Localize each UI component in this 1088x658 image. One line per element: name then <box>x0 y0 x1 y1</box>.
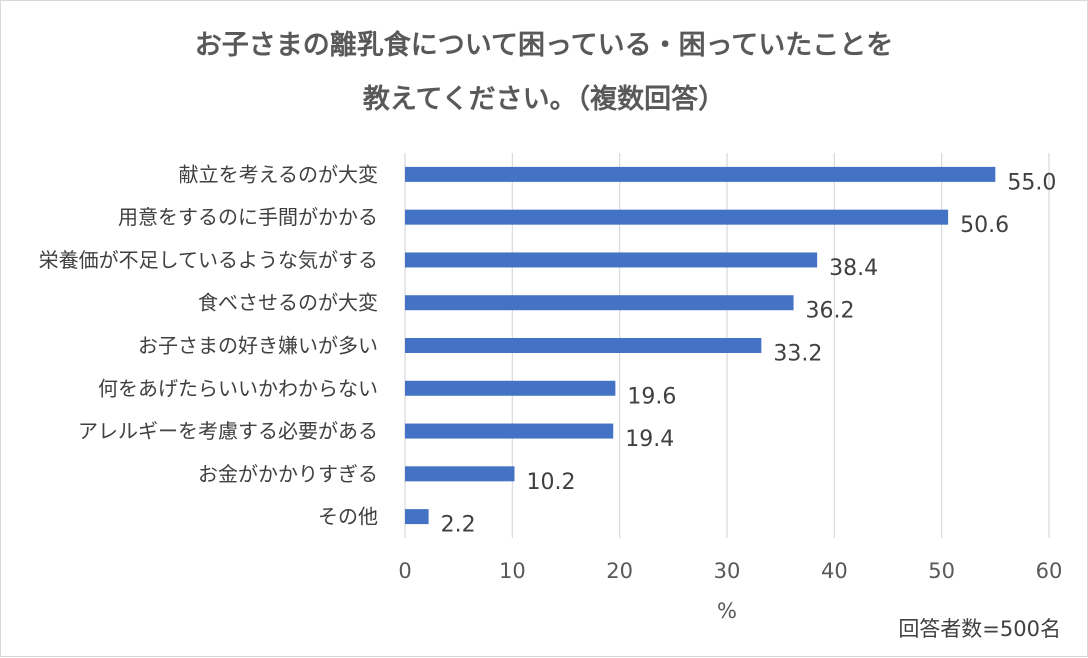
x-tick-label-6: 60 <box>1036 559 1063 583</box>
respondent-count-note: 回答者数=500名 <box>898 617 1061 641</box>
category-label-8: その他 <box>318 505 378 529</box>
x-tick-label-4: 40 <box>821 559 848 583</box>
category-label-2: 栄養価が不足しているような気がする <box>39 248 378 272</box>
x-tick-label-3: 30 <box>714 559 741 583</box>
category-label-6: アレルギーを考慮する必要がある <box>78 419 378 443</box>
bar-4 <box>405 338 762 353</box>
x-tick-label-1: 10 <box>499 559 526 583</box>
category-label-5: 何をあげたらいいかわからない <box>98 376 378 400</box>
data-label-5: 19.6 <box>627 384 676 409</box>
bar-5 <box>405 380 616 396</box>
data-label-0: 55.0 <box>1007 170 1056 195</box>
category-label-3: 食べさせるのが大変 <box>198 291 378 315</box>
bar-7 <box>405 466 515 482</box>
category-label-0: 献立を考えるのが大変 <box>179 162 378 186</box>
data-label-4: 33.2 <box>773 342 822 367</box>
x-tick-label-5: 50 <box>928 559 955 583</box>
data-label-2: 38.4 <box>829 256 878 281</box>
bar-1 <box>405 209 949 225</box>
category-label-4: お子さまの好き嫌いが多い <box>138 334 378 358</box>
category-label-1: 用意をするのに手間がかかる <box>118 205 378 229</box>
bar-3 <box>405 295 794 311</box>
x-tick-label-2: 20 <box>606 559 633 583</box>
x-axis-title: % <box>717 599 737 623</box>
category-label-7: お金がかかりすぎる <box>198 462 378 486</box>
data-label-7: 10.2 <box>526 470 575 495</box>
chart-title-line-1: お子さまの離乳食について困っている・困っていたことを <box>194 30 894 61</box>
data-label-8: 2.2 <box>441 513 476 538</box>
data-label-6: 19.4 <box>625 427 674 452</box>
data-label-1: 50.6 <box>960 213 1009 238</box>
chart-title: お子さまの離乳食について困っている・困っていたことを 教えてください。（複数回答… <box>1 19 1087 127</box>
bar-2 <box>405 252 818 268</box>
x-tick-label-0: 0 <box>398 559 411 583</box>
bar-6 <box>405 423 614 439</box>
bar-8 <box>405 509 429 525</box>
bar-0 <box>405 166 996 182</box>
chart-title-line-2: 教えてください。（複数回答） <box>362 84 726 115</box>
data-label-3: 36.2 <box>806 299 855 324</box>
